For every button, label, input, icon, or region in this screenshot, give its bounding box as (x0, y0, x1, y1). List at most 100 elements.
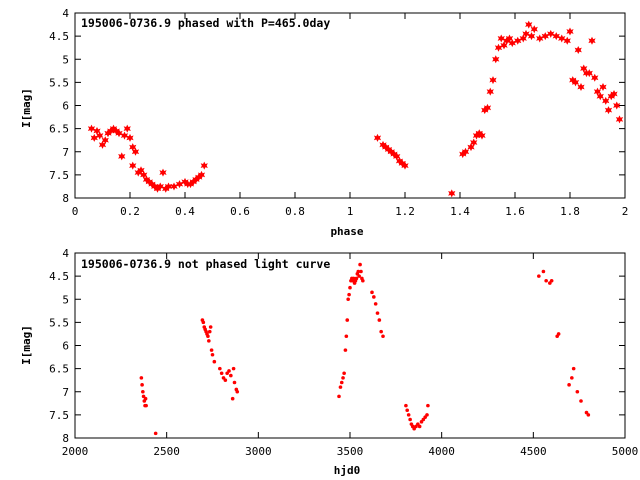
data-point (448, 189, 456, 198)
x-tick-label: 5000 (612, 445, 639, 458)
data-point (544, 278, 548, 283)
data-point (208, 325, 213, 329)
data-point (141, 394, 146, 399)
data-point (219, 371, 224, 376)
data-point (141, 389, 145, 394)
data-point (486, 87, 494, 96)
data-point (527, 32, 536, 41)
data-point (381, 334, 385, 339)
data-points (87, 20, 624, 198)
data-point (339, 380, 344, 385)
x-tick-label: 2000 (62, 445, 89, 458)
data-point (341, 376, 345, 380)
data-point (372, 295, 376, 299)
x-tick-label: 3500 (337, 445, 364, 458)
y-tick-label: 5.5 (49, 76, 69, 89)
data-point (556, 332, 561, 336)
data-point (344, 334, 349, 339)
data-point (212, 359, 217, 364)
data-point (207, 329, 212, 334)
x-tick-label: 3000 (245, 445, 272, 458)
data-point (118, 152, 126, 161)
y-ticks: 4 4.5 5 5.5 6 6.5 7 7.5 8 (49, 7, 625, 205)
data-point (120, 131, 129, 140)
y-tick-label: 4 (62, 7, 69, 20)
data-point (235, 389, 240, 394)
data-point (347, 292, 351, 297)
data-point (227, 369, 231, 373)
data-point (579, 399, 583, 403)
data-point (123, 124, 131, 133)
chart-title: 195006-0736.9 phased with P=465.0day (81, 16, 330, 30)
data-point (575, 389, 580, 394)
data-point (567, 383, 571, 387)
data-point (356, 269, 361, 274)
data-point (223, 378, 228, 382)
data-point (153, 431, 158, 436)
data-point (175, 180, 184, 189)
y-tick-label: 8 (62, 432, 69, 445)
data-point (492, 55, 500, 64)
x-tick-label: 0 (72, 205, 79, 218)
data-point (547, 29, 555, 38)
x-ticks: 0 0.2 0.4 0.6 0.8 1 1.2 1.4 1.6 1.8 2 (72, 13, 628, 218)
data-point (406, 413, 411, 417)
data-point (537, 274, 541, 278)
data-point (354, 276, 359, 281)
x-tick-label: 1.4 (450, 205, 470, 218)
data-point (541, 32, 549, 41)
x-axis-label: hjd0 (334, 464, 361, 477)
data-point (139, 376, 144, 380)
data-point (571, 366, 576, 371)
x-tick-label: 1.2 (395, 205, 415, 218)
data-point (361, 278, 365, 283)
y-tick-label: 7 (62, 146, 69, 159)
data-point (87, 124, 96, 133)
data-point (604, 106, 613, 115)
data-point (404, 403, 408, 408)
y-tick-label: 6.5 (49, 123, 69, 136)
data-point (558, 34, 566, 43)
data-point (563, 36, 571, 45)
data-point (552, 32, 560, 41)
data-point (514, 36, 522, 45)
data-point (143, 396, 148, 401)
data-point (574, 46, 582, 54)
data-point (90, 133, 98, 142)
data-point (417, 424, 422, 429)
data-point (357, 274, 361, 278)
unphased-light-curve-panel: 2000 2500 3000 3500 4000 4500 5000 4 4.5 5 5.5 6 6.… (20, 247, 638, 477)
data-point (615, 115, 624, 124)
data-point (126, 133, 134, 142)
data-point (207, 339, 211, 343)
y-axis-label: I[mag] (20, 325, 33, 365)
data-point (140, 383, 144, 387)
x-tick-label: 4500 (520, 445, 547, 458)
y-tick-label: 5 (62, 53, 69, 66)
x-ticks: 2000 2500 3000 3500 4000 4500 5000 (62, 253, 639, 458)
x-tick-label: 0.8 (285, 205, 305, 218)
data-point (566, 27, 574, 36)
y-ticks: 4 4.5 5 5.5 6 6.5 7 7.5 8 (49, 247, 625, 445)
data-point (425, 413, 429, 417)
data-point (346, 297, 350, 302)
x-tick-label: 4000 (428, 445, 455, 458)
y-tick-label: 7 (62, 386, 69, 399)
y-tick-label: 6 (62, 340, 69, 353)
data-point (489, 76, 497, 85)
data-point (229, 373, 233, 378)
data-point (373, 302, 378, 306)
x-tick-label: 1.6 (505, 205, 525, 218)
x-tick-label: 0.2 (120, 205, 140, 218)
chart-title: 195006-0736.9 not phased light curve (81, 257, 330, 271)
data-point (232, 380, 237, 385)
data-point (338, 385, 343, 389)
data-point (359, 269, 363, 274)
data-point (345, 318, 350, 322)
y-tick-label: 4 (62, 247, 69, 260)
data-point (408, 417, 412, 422)
data-point (549, 278, 554, 283)
data-point (218, 366, 222, 371)
data-point (200, 161, 208, 170)
